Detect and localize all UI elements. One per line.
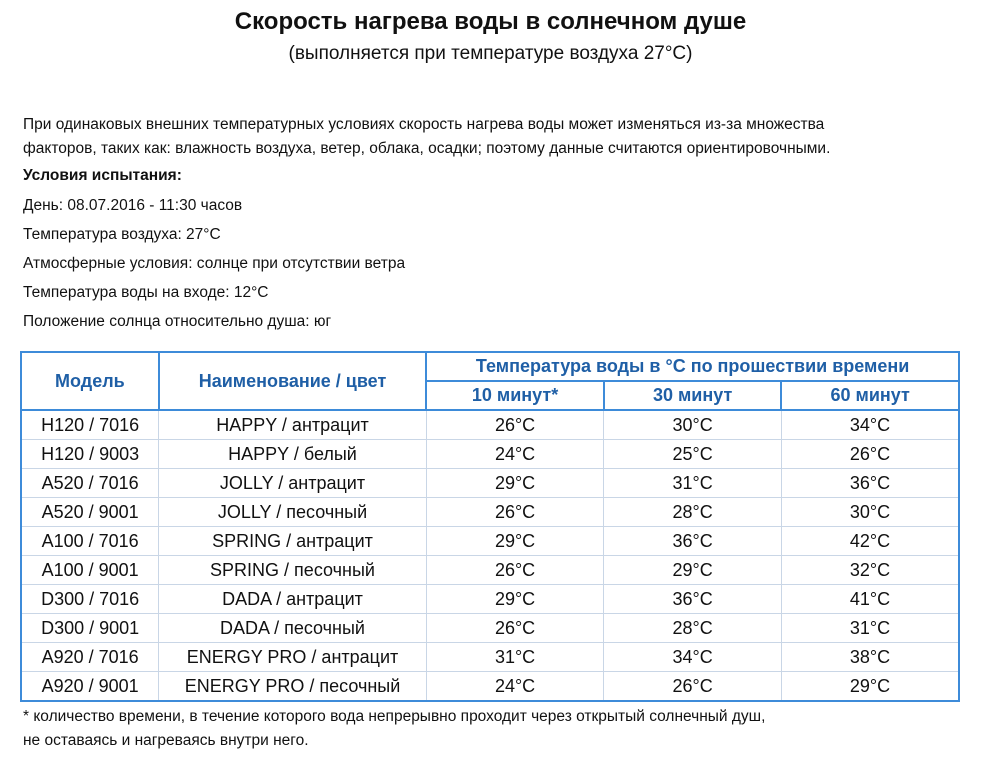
cell-10min: 24°C: [425, 439, 605, 469]
cell-60min: 34°C: [780, 409, 960, 440]
cell-60min: 42°C: [780, 526, 960, 556]
condition-line: Температура воздуха: 27°C: [23, 226, 221, 243]
header-name: Наименование / цвет: [157, 351, 428, 411]
cell-30min: 34°C: [603, 642, 782, 672]
header-30min: 30 минут: [602, 380, 783, 411]
cell-10min: 31°C: [425, 642, 605, 672]
cell-model: D300 / 7016: [20, 584, 160, 614]
cell-60min: 30°C: [780, 497, 960, 527]
cell-10min: 29°C: [425, 468, 605, 498]
header-60min: 60 минут: [780, 380, 960, 411]
table-row: A920 / 7016 ENERGY PRO / антрацит 31°C 34°C…: [20, 642, 960, 672]
intro-line: факторов, таких как: влажность воздуха, …: [23, 140, 831, 157]
table-row: A920 / 9001 ENERGY PRO / песочный 24°C 26°C…: [20, 671, 960, 702]
table-row: A520 / 7016 JOLLY / антрацит 29°C 31°C 36°C: [20, 468, 960, 498]
table-row: A100 / 7016 SPRING / антрацит 29°C 36°C 42°C: [20, 526, 960, 556]
table-row: D300 / 7016 DADA / антрацит 29°C 36°C 41°C: [20, 584, 960, 614]
cell-60min: 38°C: [780, 642, 960, 672]
cell-30min: 25°C: [603, 439, 782, 469]
cell-60min: 26°C: [780, 439, 960, 469]
cell-name: DADA / антрацит: [158, 584, 427, 614]
cell-name: ENERGY PRO / антрацит: [158, 642, 427, 672]
cell-model: A100 / 9001: [20, 555, 160, 585]
cell-10min: 29°C: [425, 584, 605, 614]
cell-30min: 36°C: [603, 526, 782, 556]
page-title: Скорость нагрева воды в солнечном душе: [234, 8, 747, 35]
cell-30min: 29°C: [603, 555, 782, 585]
cell-name: SPRING / антрацит: [158, 526, 427, 556]
condition-line: Положение солнца относительно душа: юг: [23, 313, 332, 330]
cell-60min: 32°C: [780, 555, 960, 585]
cell-60min: 36°C: [780, 468, 960, 498]
cell-30min: 36°C: [603, 584, 782, 614]
cell-model: H120 / 9003: [20, 439, 160, 469]
cell-model: A520 / 9001: [20, 497, 160, 527]
footnote-line: не оставаясь и нагреваясь внутри него.: [23, 732, 309, 749]
cell-name: JOLLY / песочный: [158, 497, 427, 527]
condition-line: Атмосферные условия: солнце при отсутств…: [23, 255, 406, 272]
cell-10min: 26°C: [425, 613, 605, 643]
table-row: D300 / 9001 DADA / песочный 26°C 28°C 31°C: [20, 613, 960, 643]
cell-name: SPRING / песочный: [158, 555, 427, 585]
conditions-heading: Условия испытания:: [23, 167, 182, 184]
cell-10min: 26°C: [425, 555, 605, 585]
cell-name: ENERGY PRO / песочный: [158, 671, 427, 702]
cell-60min: 41°C: [780, 584, 960, 614]
cell-60min: 29°C: [780, 671, 960, 702]
cell-model: A920 / 7016: [20, 642, 160, 672]
cell-60min: 31°C: [780, 613, 960, 643]
cell-model: A920 / 9001: [20, 671, 160, 702]
cell-model: A100 / 7016: [20, 526, 160, 556]
cell-name: JOLLY / антрацит: [158, 468, 427, 498]
cell-10min: 26°C: [425, 497, 605, 527]
heating-table: Модель Наименование / цвет Температура в…: [20, 351, 960, 702]
cell-model: A520 / 7016: [20, 468, 160, 498]
intro-line: При одинаковых внешних температурных усл…: [23, 116, 825, 133]
cell-30min: 31°C: [603, 468, 782, 498]
cell-30min: 28°C: [603, 497, 782, 527]
cell-name: HAPPY / антрацит: [158, 409, 427, 440]
cell-10min: 24°C: [425, 671, 605, 702]
table-row: H120 / 7016 HAPPY / антрацит 26°C 30°C 34°C: [20, 409, 960, 440]
header-group: Температура воды в °C по прошествии врем…: [425, 351, 960, 382]
cell-name: DADA / песочный: [158, 613, 427, 643]
cell-name: HAPPY / белый: [158, 439, 427, 469]
condition-line: Температура воды на входе: 12°C: [23, 284, 269, 301]
page-subtitle: (выполняется при температуре воздуха 27°…: [288, 43, 693, 64]
cell-model: H120 / 7016: [20, 409, 160, 440]
header-model: Модель: [20, 351, 160, 411]
footnote-line: * количество времени, в течение которого…: [23, 708, 766, 725]
cell-10min: 26°C: [425, 409, 605, 440]
cell-30min: 28°C: [603, 613, 782, 643]
table-row: A520 / 9001 JOLLY / песочный 26°C 28°C 30°C: [20, 497, 960, 527]
cell-10min: 29°C: [425, 526, 605, 556]
table-row: H120 / 9003 HAPPY / белый 24°C 25°C 26°C: [20, 439, 960, 469]
table-row: A100 / 9001 SPRING / песочный 26°C 29°C 32°C: [20, 555, 960, 585]
condition-line: День: 08.07.2016 - 11:30 часов: [23, 197, 243, 214]
cell-model: D300 / 9001: [20, 613, 160, 643]
cell-30min: 30°C: [603, 409, 782, 440]
header-10min: 10 минут*: [425, 380, 605, 411]
cell-30min: 26°C: [603, 671, 782, 702]
